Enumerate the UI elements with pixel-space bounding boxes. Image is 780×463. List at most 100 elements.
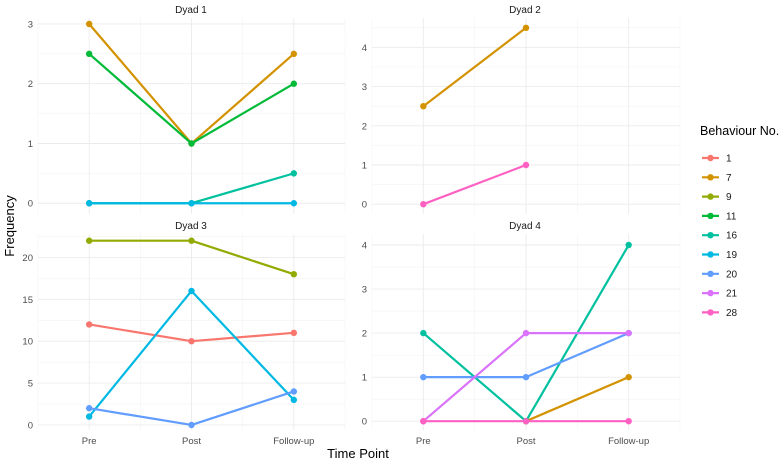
legend-label: 1 <box>726 154 732 165</box>
y-tick-label: 2 <box>28 79 33 90</box>
legend-key-point <box>707 154 714 162</box>
data-point <box>85 20 93 28</box>
data-point <box>625 329 632 337</box>
y-tick-label: 10 <box>22 337 33 348</box>
data-point <box>522 417 530 425</box>
y-tick-label: 0 <box>362 200 367 211</box>
legend-title: Behaviour No. <box>700 124 779 138</box>
data-point <box>290 271 298 278</box>
data-point <box>290 170 298 177</box>
data-point <box>420 329 427 337</box>
series-7 <box>420 24 530 110</box>
y-tick-label: 3 <box>28 19 33 30</box>
legend-label: 28 <box>726 308 738 319</box>
data-point <box>290 200 298 207</box>
data-point <box>85 413 93 420</box>
legend-item-7: 7 <box>702 173 732 184</box>
y-tick-label: 1 <box>28 139 33 150</box>
legend-item-19: 19 <box>702 250 738 261</box>
panel-dyad-4: 0 1 2 3 4 Pre Post Follow-up <box>362 234 681 447</box>
legend-label: 20 <box>726 269 738 280</box>
x-axis-title: Time Point <box>327 446 389 461</box>
data-point <box>188 287 195 295</box>
x-tick-label: Follow-up <box>273 436 314 447</box>
facet-title-dyad-4: Dyad 4 <box>509 221 541 232</box>
y-tick-label: 2 <box>362 329 367 340</box>
data-point <box>522 24 530 31</box>
y-tick-label: 1 <box>362 373 367 384</box>
data-point <box>522 329 530 337</box>
series-11 <box>85 50 298 147</box>
panel-dyad-1: 0 1 2 3 <box>28 18 346 214</box>
y-tick-label: 4 <box>362 241 367 252</box>
facet-title-dyad-1: Dyad 1 <box>175 5 207 16</box>
series-28 <box>420 161 530 208</box>
series-28 <box>420 417 632 425</box>
legend-item-28: 28 <box>702 308 738 319</box>
data-point <box>188 338 195 345</box>
legend-key-point <box>707 174 714 181</box>
y-tick-label: 4 <box>362 43 367 54</box>
x-tick-label: Pre <box>82 436 97 447</box>
data-point <box>420 201 427 208</box>
legend-label: 21 <box>726 289 738 300</box>
legend-item-21: 21 <box>702 289 738 300</box>
series-19 <box>85 200 298 207</box>
series-line <box>524 376 630 423</box>
legend-key-point <box>707 212 714 220</box>
panel-dyad-3: 0 5 10 15 20 Pre Post Follow-up <box>22 234 346 447</box>
legend-key-point <box>707 309 714 316</box>
data-point <box>522 161 530 169</box>
y-tick-label: 1 <box>362 161 367 172</box>
legend-label: 16 <box>726 231 738 242</box>
data-point <box>290 80 298 87</box>
data-point <box>290 388 298 395</box>
y-tick-label: 2 <box>362 121 367 132</box>
series-line <box>422 163 528 206</box>
data-point <box>188 140 195 147</box>
series-line <box>422 26 528 108</box>
data-point <box>420 103 427 110</box>
y-axis-title: Frequency <box>2 195 17 257</box>
legend-item-11: 11 <box>702 211 737 222</box>
legend-item-20: 20 <box>702 269 738 280</box>
data-point <box>290 50 298 58</box>
x-tick-label: Follow-up <box>608 436 649 447</box>
legend-key-point <box>707 289 714 297</box>
data-point <box>85 321 93 328</box>
y-tick-label: 0 <box>362 417 367 428</box>
data-point <box>85 50 93 58</box>
data-point <box>85 405 93 412</box>
x-tick-label: Post <box>182 436 201 447</box>
legend-item-1: 1 <box>702 154 732 165</box>
x-tick-label: Pre <box>416 436 431 447</box>
y-tick-label: 3 <box>362 285 367 296</box>
data-point <box>188 200 195 207</box>
series-1 <box>85 321 298 345</box>
data-point <box>290 396 298 404</box>
y-tick-label: 0 <box>28 420 33 431</box>
data-point <box>85 237 93 244</box>
series-19 <box>85 287 298 420</box>
legend-key-point <box>707 232 714 239</box>
data-point <box>188 421 195 429</box>
y-tick-label: 0 <box>28 199 33 210</box>
data-point <box>625 373 632 381</box>
data-point <box>290 329 298 337</box>
data-point <box>625 417 632 425</box>
legend-key-point <box>707 270 714 277</box>
legend-item-16: 16 <box>702 231 738 242</box>
legend-label: 7 <box>726 173 732 184</box>
data-point <box>85 200 93 207</box>
y-tick-label: 15 <box>22 295 33 306</box>
legend-item-9: 9 <box>702 192 732 203</box>
data-point <box>420 373 427 381</box>
facet-title-dyad-2: Dyad 2 <box>509 5 541 16</box>
y-tick-label: 3 <box>362 82 367 93</box>
legend-label: 11 <box>726 211 737 222</box>
facet-title-dyad-3: Dyad 3 <box>175 221 207 232</box>
series-9 <box>85 237 298 278</box>
legend-label: 9 <box>726 192 732 203</box>
series-20 <box>85 388 298 429</box>
